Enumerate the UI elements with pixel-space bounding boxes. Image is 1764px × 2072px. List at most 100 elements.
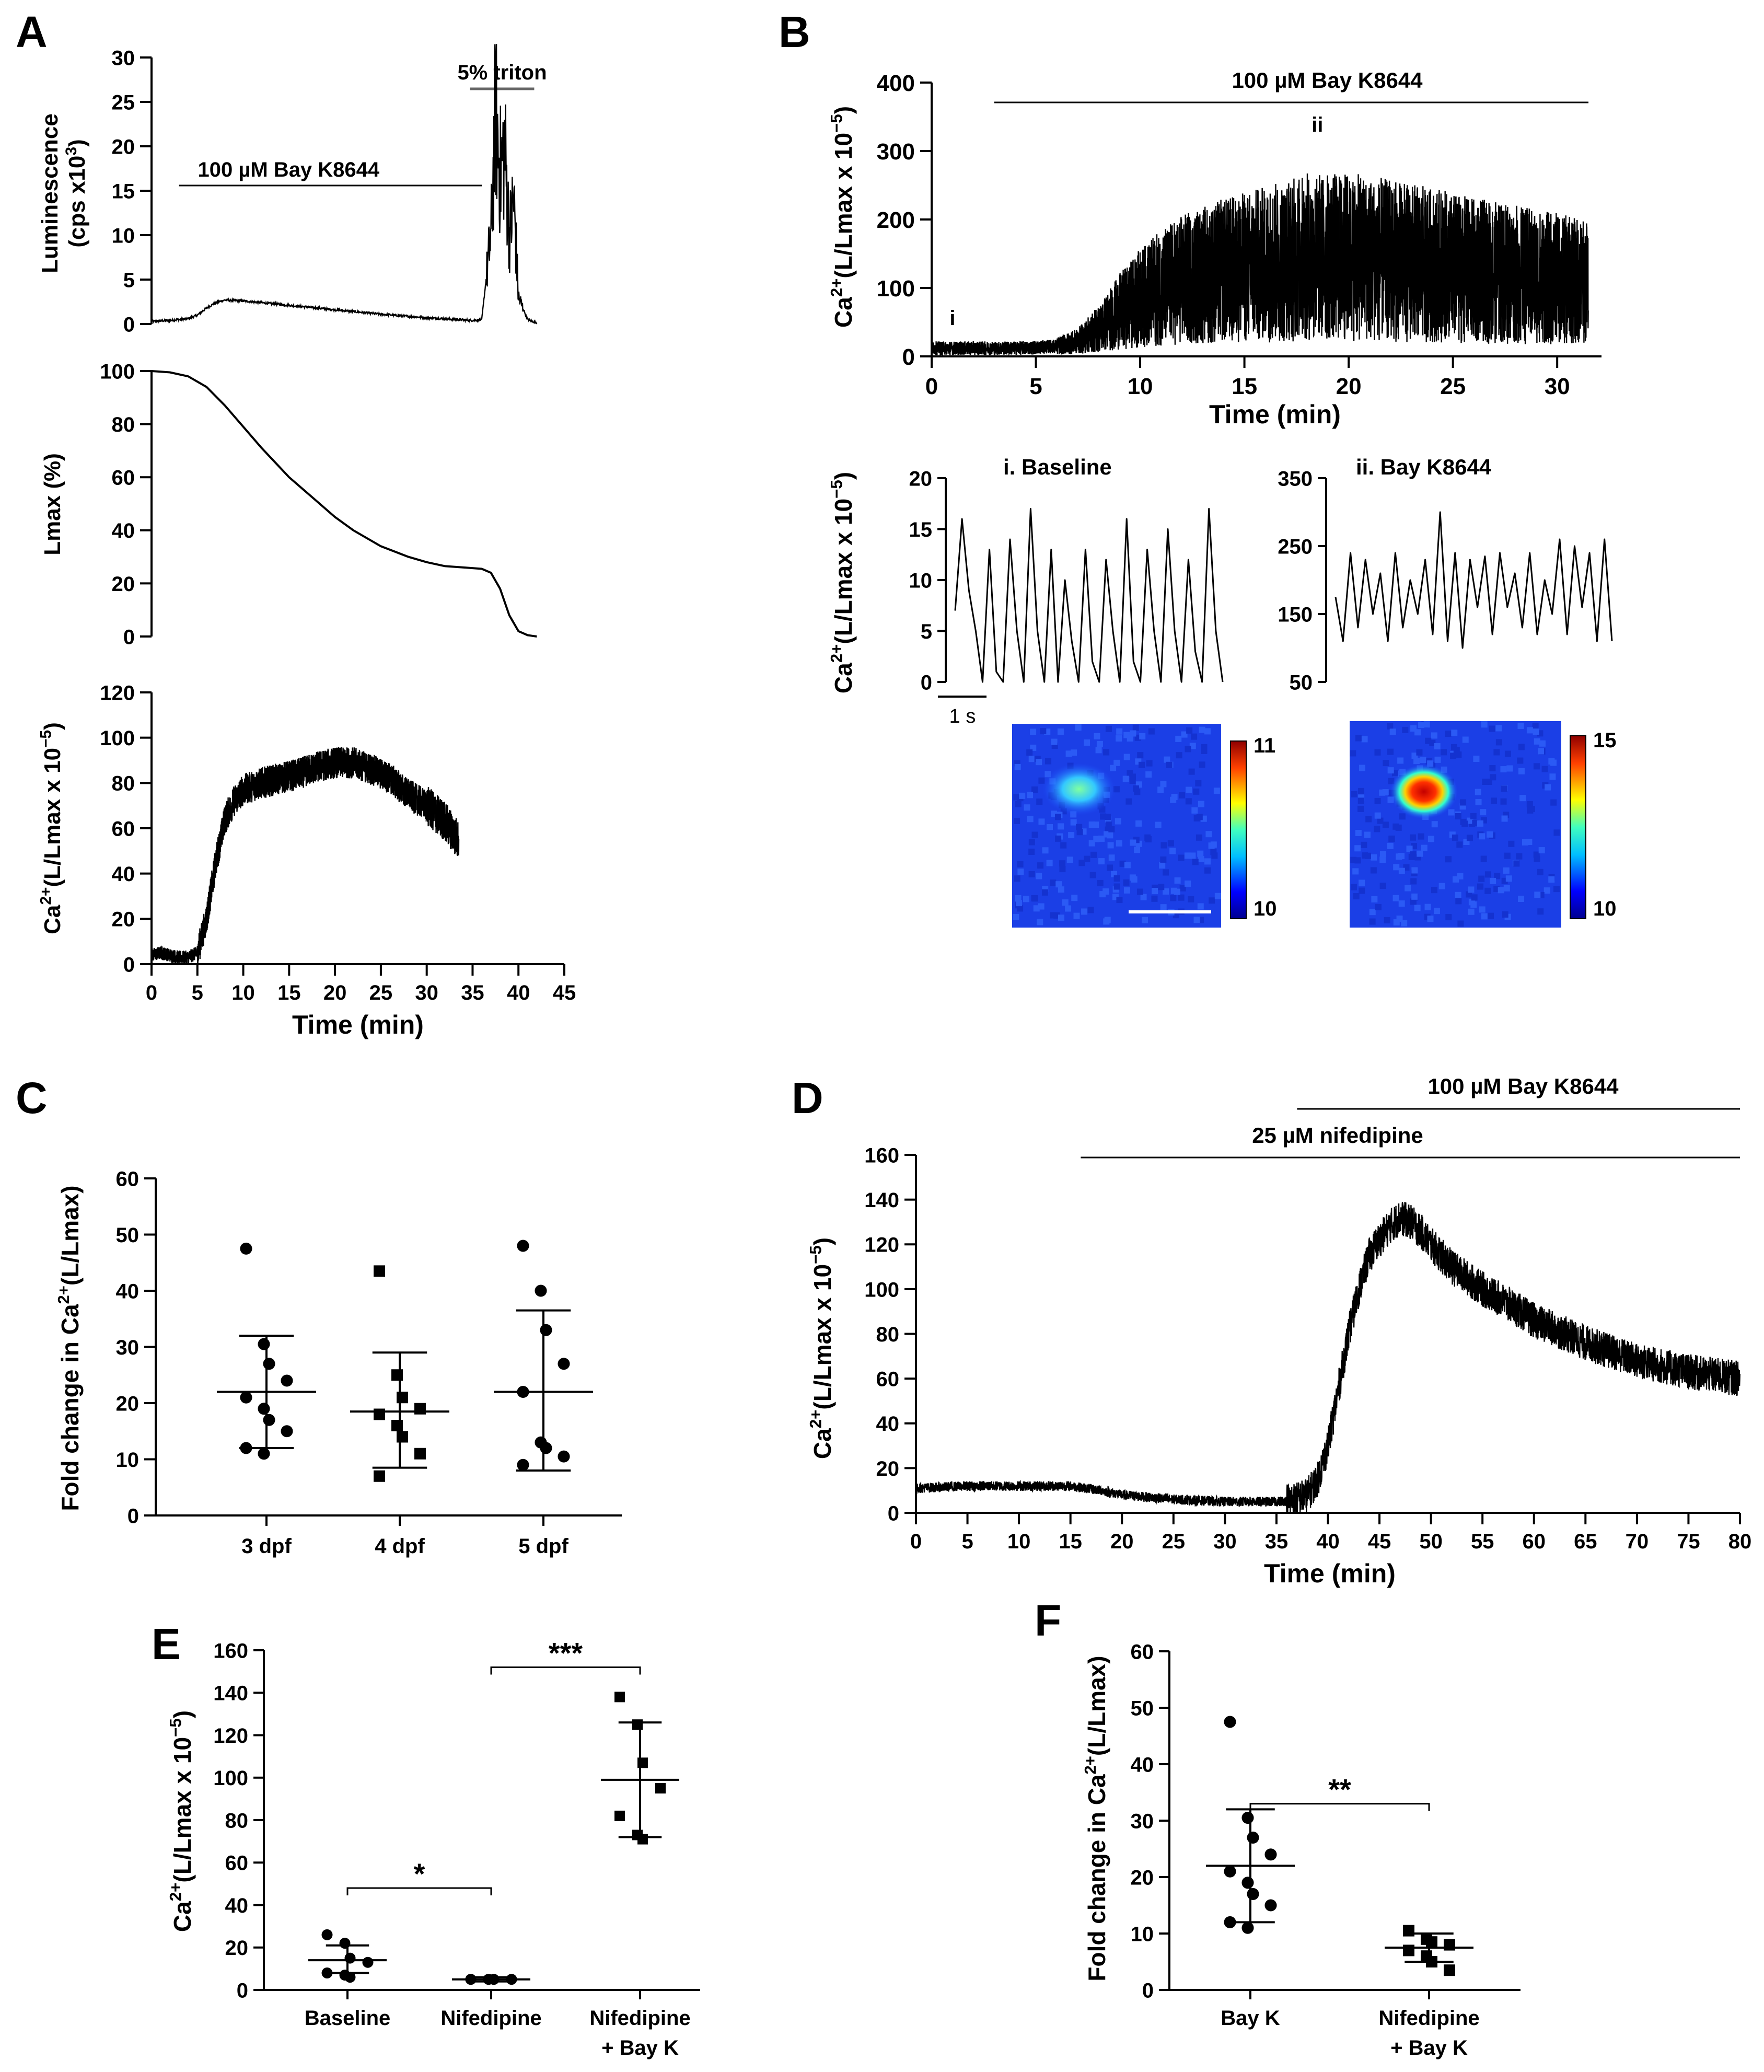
Bimg-right-noise [1534, 738, 1540, 745]
C-point [540, 1442, 552, 1454]
Bimg-right-noise [1393, 919, 1400, 926]
Bimg-right-noise [1545, 784, 1551, 791]
Bimg-left-noise [1071, 749, 1077, 756]
E-y-tick-label: 160 [213, 1639, 248, 1662]
F-y-tick-label: 30 [1131, 1810, 1154, 1833]
Bimg-right-noise [1398, 867, 1405, 874]
Bimg-left-noise [1204, 867, 1211, 874]
C-point [397, 1431, 408, 1443]
Bimg-left-noise [1071, 895, 1078, 901]
F-y-label-sup: 2+ [1081, 1756, 1099, 1774]
Bimg-left-noise [1070, 819, 1077, 826]
Bimg-left-noise [1170, 895, 1177, 901]
Bimg-left-noise [1108, 826, 1115, 832]
Bimg-left-noise [1066, 856, 1073, 863]
A3-x-tick-label: 5 [192, 981, 203, 1004]
F-y-label-rest: (L/Lmax) [1083, 1656, 1110, 1756]
E-point [614, 1810, 625, 1821]
Bi-y-label-ylabel_end: ) [830, 472, 857, 480]
D-x-tick-label: 75 [1677, 1530, 1700, 1553]
Bimg-right-noise [1518, 744, 1525, 750]
F-y-tick-label: 0 [1142, 1979, 1154, 2002]
Bimg-left-noise [1160, 904, 1167, 911]
Bimg-left-noise [1151, 895, 1158, 902]
D-y-tick-label: 40 [876, 1413, 900, 1436]
Bimg-left-noise [1104, 831, 1110, 838]
Bimg-right-noise [1410, 878, 1417, 885]
Bimg-left-noise [1076, 829, 1083, 836]
Bimg-right-noise [1495, 725, 1502, 732]
Bimg-left-noise [1058, 915, 1064, 921]
C-point [517, 1458, 529, 1471]
Bimg-left-noise [1189, 743, 1196, 749]
Bimg-left-noise [1108, 854, 1115, 861]
Bimg-left-noise [1155, 821, 1162, 828]
Bimg-right-noise [1502, 911, 1508, 918]
Bimg-left-noise [1115, 818, 1121, 825]
Bimg-right-noise [1387, 748, 1394, 755]
Bimg-left-noise [1019, 792, 1026, 799]
D-y-label-ylabel: Ca [809, 1428, 836, 1459]
Bimg-left-noise [1123, 754, 1130, 760]
Bimg-right-noise [1537, 869, 1544, 875]
Bii-y-tick-label: 50 [1290, 671, 1313, 694]
Bimg-right-noise [1544, 887, 1550, 894]
Bimg-left-noise [1169, 848, 1176, 854]
Bimg-left-noise [1055, 881, 1062, 888]
Bimg-right-noise [1455, 892, 1461, 898]
Bimg-right-noise [1484, 887, 1491, 894]
A2-trace [151, 370, 537, 638]
Bimg-right-noise [1353, 893, 1360, 900]
Bimg-right-noise [1518, 896, 1525, 902]
D-x-tick-label: 55 [1471, 1530, 1494, 1553]
B-x-tick-label: 30 [1545, 374, 1570, 399]
panel-letter-B: B [779, 7, 810, 56]
Bimg-right-noise [1431, 732, 1437, 739]
A3-y-label-ylabel_end: ) [40, 722, 65, 730]
A3-x-tick-label: 0 [146, 981, 157, 1004]
Bimg-left-noise [1103, 749, 1110, 756]
Bimg-right-noise [1405, 885, 1411, 892]
panel-letter-A1: A [16, 7, 48, 56]
panel-letter-C: C [16, 1073, 48, 1122]
Bimg-left-noise [1185, 746, 1191, 753]
Bimg-right-noise [1411, 753, 1418, 759]
Bimg-right-noise [1541, 766, 1548, 772]
Bimg-left-noise [1134, 789, 1141, 795]
Bimg-right-noise [1433, 908, 1440, 915]
E-y-tick-label: 20 [225, 1937, 249, 1960]
Bimg-right-noise [1418, 722, 1425, 728]
Bimg-right-noise [1480, 809, 1487, 816]
Bimg-left-noise [1140, 894, 1147, 900]
Bimg-right-noise [1478, 875, 1485, 882]
Bimg-right-noise [1379, 851, 1386, 858]
Bimg-right-noise [1399, 813, 1406, 820]
Bimg-left-noise [1090, 851, 1097, 858]
A1-y-tick-label: 20 [112, 135, 135, 158]
Bimg-right-noise [1548, 876, 1555, 883]
Bimg-left-noise [1136, 888, 1143, 895]
Bimg-right-noise [1504, 750, 1511, 757]
F-point [1247, 1831, 1259, 1844]
Bimg-left-noise [1030, 744, 1037, 751]
F-point [1444, 1964, 1455, 1976]
Bimg-left-noise [1046, 860, 1053, 866]
D-y-label-ylabel_end: ) [809, 1237, 836, 1245]
A3-y-tick-label: 120 [100, 681, 135, 704]
E-y-label-ylabel_sup: 2+ [167, 1883, 185, 1902]
Bimg-left-noise [1189, 852, 1196, 859]
D-y-tick-label: 20 [876, 1457, 900, 1480]
F-sig-label: ** [1328, 1773, 1351, 1806]
C-point [391, 1369, 403, 1381]
Bii-y-tick-label: 150 [1278, 603, 1313, 626]
Bimg-left-noise [1119, 860, 1126, 867]
A1-y-tick-label: 15 [112, 180, 135, 203]
Bimg-left-noise [1124, 862, 1131, 869]
Bimg-right-noise [1533, 763, 1540, 770]
Bimg-right-noise [1357, 788, 1364, 794]
Bimg-left-noise [1131, 876, 1138, 883]
D-x-tick-label: 15 [1059, 1530, 1082, 1553]
E-point [614, 1692, 625, 1703]
C-point [397, 1392, 408, 1404]
Bimg-right-noise [1389, 728, 1396, 735]
